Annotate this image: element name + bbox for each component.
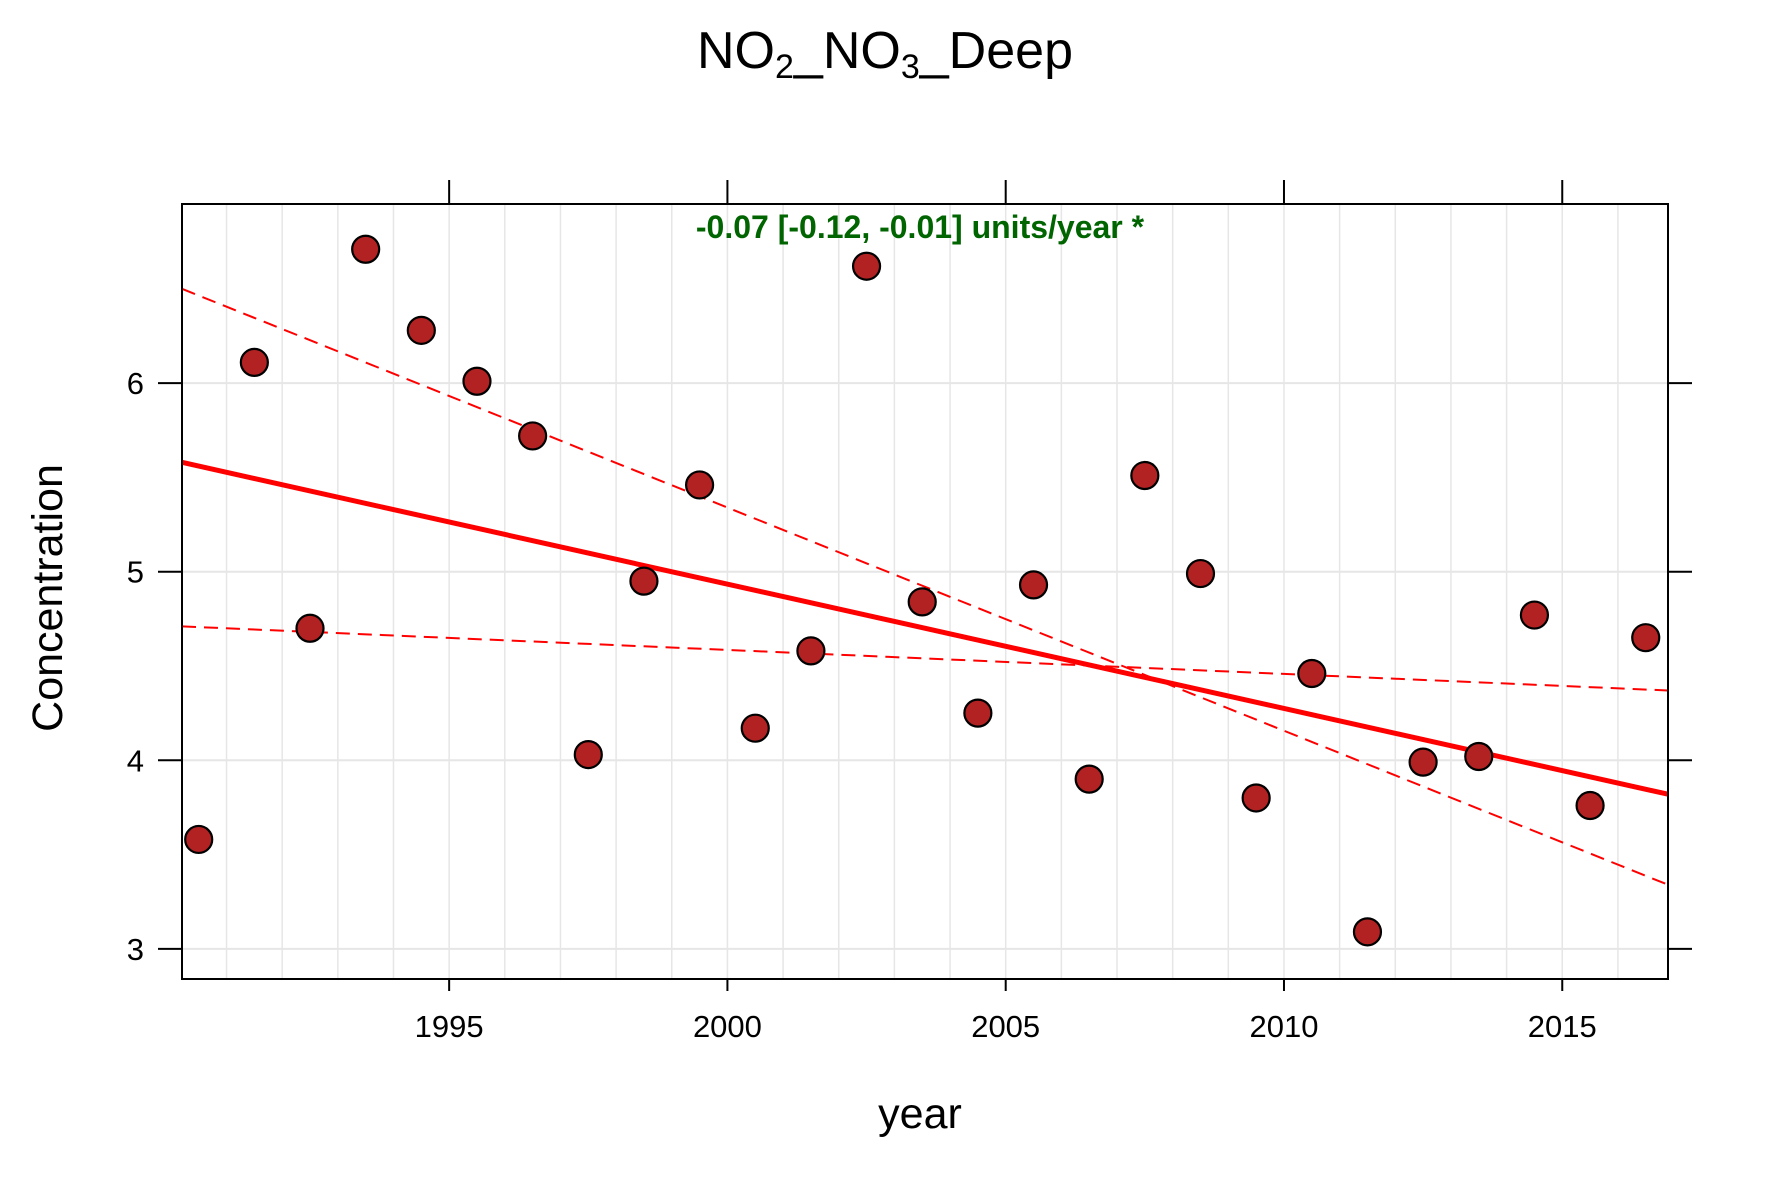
data-point bbox=[184, 824, 214, 855]
data-point bbox=[796, 636, 826, 666]
data-point bbox=[1631, 623, 1661, 653]
data-point bbox=[406, 315, 436, 345]
data-point bbox=[1519, 600, 1550, 630]
data-point bbox=[1464, 741, 1494, 772]
title-part-no: NO bbox=[697, 22, 775, 80]
y-tick-label: 5 bbox=[127, 555, 144, 590]
data-point bbox=[518, 421, 548, 451]
data-point bbox=[1130, 460, 1160, 491]
data-point bbox=[1408, 747, 1438, 777]
data-point bbox=[573, 740, 603, 770]
x-tick-label: 2015 bbox=[1528, 1009, 1597, 1044]
x-tick-label: 2010 bbox=[1249, 1009, 1318, 1044]
plot-frame bbox=[181, 203, 1669, 980]
data-point bbox=[1575, 790, 1605, 821]
data-point bbox=[1297, 658, 1327, 689]
y-tick-label: 6 bbox=[127, 366, 144, 401]
y-tick-label: 3 bbox=[127, 932, 144, 967]
data-point bbox=[1352, 917, 1383, 947]
data-point bbox=[239, 347, 269, 377]
title-part-deep: _Deep bbox=[919, 22, 1073, 80]
data-point bbox=[851, 251, 882, 281]
ci-upper-line bbox=[181, 287, 1669, 886]
title-subscript-2: 2 bbox=[775, 48, 794, 86]
data-point bbox=[629, 566, 659, 596]
trend-lines-layer bbox=[181, 287, 1669, 886]
trend-annotation: -0.07 [-0.12, -0.01] units/year * bbox=[696, 209, 1145, 245]
grid-layer bbox=[182, 204, 1668, 979]
data-point bbox=[1074, 764, 1104, 794]
x-axis-label: year bbox=[878, 1090, 962, 1138]
data-point bbox=[740, 713, 770, 743]
data-point bbox=[907, 587, 937, 617]
ticks-layer: 1995 2000 2005 2010 2015 3 4 5 6 bbox=[127, 180, 1692, 1044]
data-point bbox=[1185, 558, 1216, 589]
data-point bbox=[684, 470, 715, 500]
data-point bbox=[462, 366, 492, 396]
trend-line bbox=[181, 459, 1669, 797]
points-layer bbox=[184, 234, 1661, 947]
ci-lower-line bbox=[181, 625, 1669, 692]
x-tick-label: 2005 bbox=[971, 1009, 1040, 1044]
data-point bbox=[351, 234, 381, 264]
y-axis-label: Concentration bbox=[24, 464, 72, 732]
data-point bbox=[963, 698, 993, 728]
data-point bbox=[1018, 570, 1049, 600]
data-point bbox=[1241, 783, 1271, 813]
x-tick-label: 2000 bbox=[693, 1009, 762, 1044]
y-tick-label: 4 bbox=[127, 743, 144, 778]
title-part-no3: _NO bbox=[793, 22, 901, 80]
title-subscript-3: 3 bbox=[901, 48, 920, 86]
x-tick-label: 1995 bbox=[415, 1009, 484, 1044]
chart-title: NO2_NO3_Deep bbox=[697, 22, 1073, 86]
data-point bbox=[295, 613, 325, 643]
